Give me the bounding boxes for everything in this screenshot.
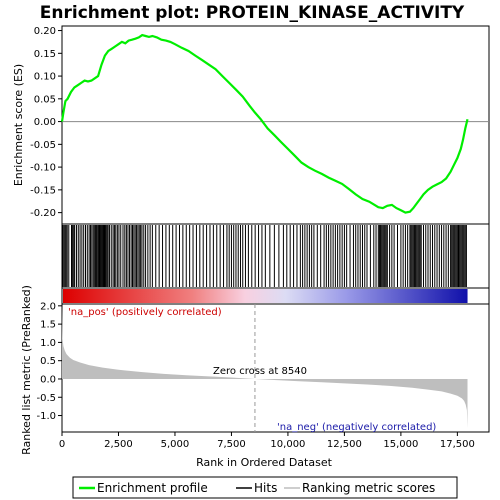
es-panel: -0.20 -0.15 -0.10 -0.05 0.00 0.05 0.10 0.15 0.20… <box>12 25 490 225</box>
enrichment-profile-line <box>60 33 469 214</box>
legend: Enrichment profile Hits Ranking metric s… <box>72 476 458 499</box>
rank-bar-gradient <box>63 289 468 303</box>
hits-marks <box>62 225 467 287</box>
x-tick-label: 17,500 <box>440 439 475 450</box>
es-y-tick-label: 0.05 <box>34 94 56 105</box>
es-plot-frame <box>61 25 490 225</box>
metric-panel: -1.0 -0.5 0.0 0.5 1.0 1.5 2.0 'na_pos' (positi… <box>20 285 490 455</box>
metric-y-axis-label: Ranked list metric (PreRanked) <box>20 285 33 455</box>
zero-cross-label: Zero cross at 8540 <box>213 366 307 377</box>
metric-y-tick-label: -0.5 <box>36 393 56 404</box>
metric-y-tick-label: 0.5 <box>40 356 56 367</box>
chart-title: Enrichment plot: PROTEIN_KINASE_ACTIVITY <box>40 3 465 23</box>
es-y-tick-label: 0.20 <box>34 26 56 37</box>
es-y-tick-label: 0.15 <box>34 49 56 60</box>
es-y-tick-label: -0.10 <box>30 163 56 174</box>
legend-hits-label: Hits <box>254 481 277 495</box>
x-tick-label: 15,000 <box>383 439 418 450</box>
es-y-tick-label: 0.00 <box>34 117 56 128</box>
legend-profile-label: Enrichment profile <box>97 481 208 495</box>
x-tick-label: 7,500 <box>217 439 246 450</box>
x-axis-label: Rank in Ordered Dataset <box>196 456 333 469</box>
es-y-tick-label: -0.05 <box>30 140 56 151</box>
es-y-tick-label: -0.15 <box>30 185 56 196</box>
x-tick-label: 5,000 <box>161 439 190 450</box>
positive-correlation-label: 'na_pos' (positively correlated) <box>68 307 222 318</box>
metric-plot-frame <box>61 303 490 433</box>
es-y-axis-label: Enrichment score (ES) <box>12 64 25 186</box>
legend-frame <box>72 476 458 499</box>
hits-panel <box>61 223 490 289</box>
metric-y-tick-label: 1.0 <box>40 338 56 349</box>
metric-y-tick-label: -1.0 <box>36 411 56 422</box>
x-tick-label: 0 <box>59 439 65 450</box>
es-y-tick-label: 0.10 <box>34 72 56 83</box>
metric-y-tick-label: 2.0 <box>40 301 56 312</box>
negative-correlation-label: 'na_neg' (negatively correlated) <box>277 422 436 433</box>
metric-y-ticks: -1.0 -0.5 0.0 0.5 1.0 1.5 2.0 <box>36 301 62 422</box>
legend-metric-label: Ranking metric scores <box>302 481 435 495</box>
rank-color-bar <box>61 287 490 305</box>
x-axis-ticks: 0 2,500 5,000 7,500 10,000 12,500 15,000 17,500 <box>59 432 475 450</box>
metric-y-tick-label: 1.5 <box>40 320 56 331</box>
x-tick-label: 12,500 <box>327 439 362 450</box>
es-y-ticks: -0.20 -0.15 -0.10 -0.05 0.00 0.05 0.10 0.15 0.20 <box>30 26 62 219</box>
x-tick-label: 2,500 <box>104 439 133 450</box>
x-tick-label: 10,000 <box>270 439 305 450</box>
metric-y-tick-label: 0.0 <box>40 374 56 385</box>
es-y-tick-label: -0.20 <box>30 208 56 219</box>
